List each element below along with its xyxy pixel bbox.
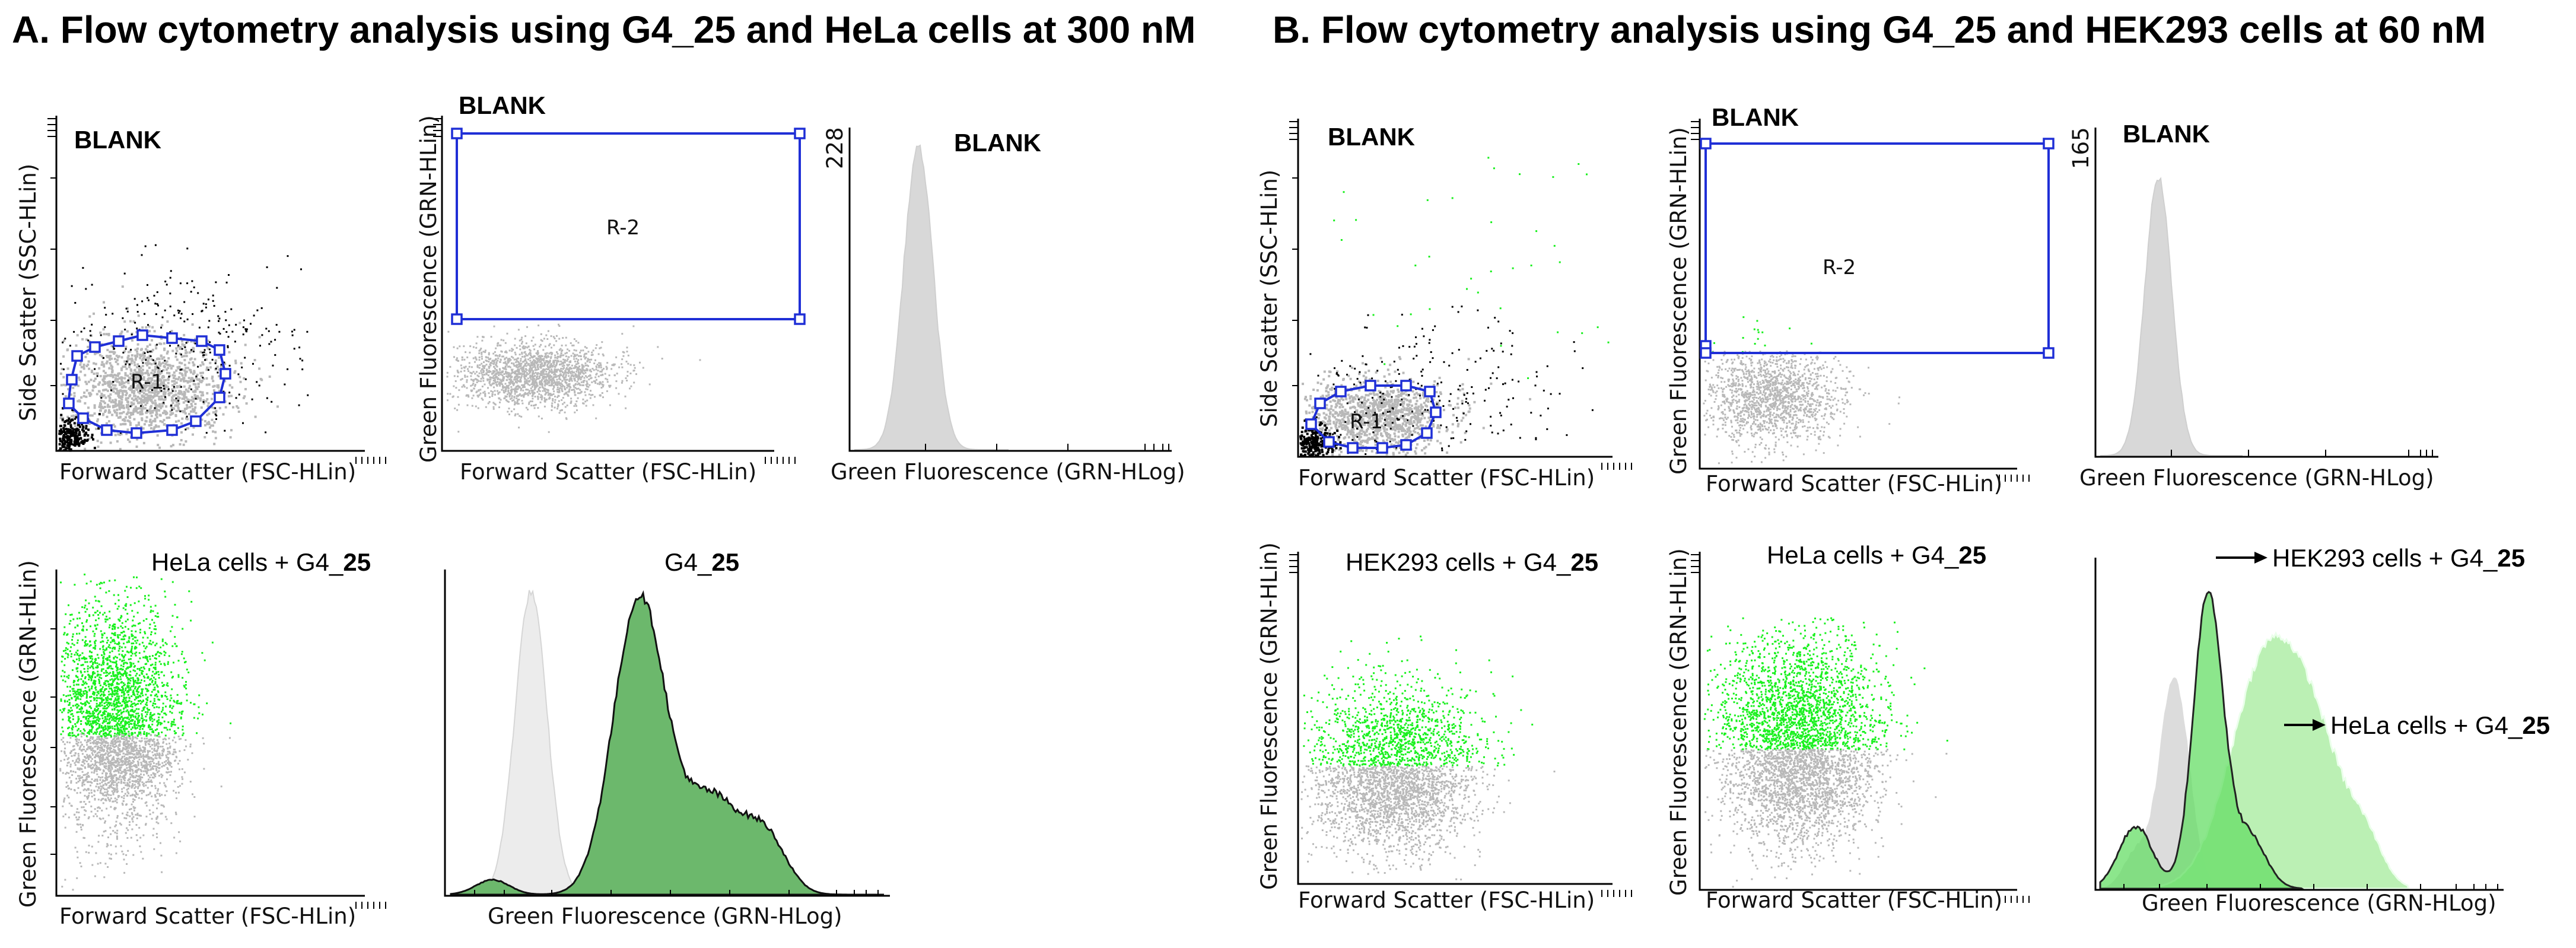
b4-sample-label: HEK293 cells + G4_25 (1346, 548, 1598, 576)
b1-blank-label: BLANK (1328, 123, 1415, 151)
b1-ticks (1289, 122, 1632, 470)
a4-sample-label: HeLa cells + G4_25 (151, 548, 371, 576)
a5-compound-label: G4_25 (664, 548, 739, 576)
a2-blank-label: BLANK (459, 91, 546, 119)
a2-x-label: Forward Scatter (FSC-HLin) (460, 459, 756, 485)
b2-axes (1700, 119, 2017, 469)
b6-hela-label: HeLa cells + G4_25 (2330, 711, 2550, 739)
a5-blank-histogram (469, 590, 599, 895)
a2-ticks (433, 119, 795, 464)
a4-event-dots (59, 574, 231, 890)
a3-hist-max: 228 (822, 127, 848, 169)
b2-region-label: R-2 (1823, 256, 1856, 279)
a1-blank-label: BLANK (74, 126, 161, 154)
b2-x-label: Forward Scatter (FSC-HLin) (1706, 471, 2002, 497)
b2-gate-handles (1701, 139, 2053, 358)
a2-region-label: R-2 (606, 216, 640, 240)
a4-y-label: Green Fluorescence (GRN-HLin) (15, 560, 41, 908)
b2-event-dots (1703, 316, 1900, 464)
b3-x-label: Green Fluorescence (GRN-HLog) (2079, 465, 2434, 491)
b-hek293-scatter-plot: HEK293 cells + G4_25 Forward Scatter (FS… (1257, 542, 1632, 913)
b4-axes (1298, 552, 1613, 884)
b5-x-label: Forward Scatter (FSC-HLin) (1706, 887, 2002, 913)
a2-y-label: Green Fluorescence (GRN-HLin) (416, 115, 441, 463)
a-blank-histogram: 228 BLANK Green Fluorescence (GRN-HLog) (822, 127, 1185, 485)
b1-x-label: Forward Scatter (FSC-HLin) (1298, 465, 1595, 491)
a1-x-label: Forward Scatter (FSC-HLin) (59, 459, 356, 485)
a-blank-grn-fsc-plot: BLANK R-2 Forward Scatter (FSC-HLin) Gre… (416, 91, 804, 485)
b6-x-label: Green Fluorescence (GRN-HLog) (2142, 890, 2497, 916)
b6-hek293-label: HEK293 cells + G4_25 (2272, 544, 2525, 572)
b5-sample-label: HeLa cells + G4_25 (1767, 541, 1986, 569)
b-overlay-histogram: HEK293 cells + G4_25 HeLa cells + G4_25 … (2095, 544, 2550, 916)
b4-y-label: Green Fluorescence (GRN-HLin) (1257, 542, 1282, 890)
a4-axes (56, 570, 365, 896)
b1-axes (1298, 119, 1613, 457)
b-hela-scatter-plot: HeLa cells + G4_25 Forward Scatter (FSC-… (1666, 541, 2029, 913)
b-blank-grn-fsc-plot: BLANK R-2 Forward Scatter (FSC-HLin) Gre… (1666, 103, 2053, 497)
b2-blank-label: BLANK (1712, 103, 1799, 131)
b5-axes (1700, 552, 2017, 890)
b3-hist-max: 165 (2068, 127, 2094, 169)
a-hela-scatter-plot: HeLa cells + G4_25 Forward Scatter (FSC-… (15, 548, 386, 929)
b2-ticks (1691, 122, 2029, 482)
b3-histogram-fill (2100, 179, 2243, 456)
b1-region-label: R-1 (1350, 410, 1383, 434)
a-overlay-histogram: G4_25 Green Fluorescence (GRN-HLog) (445, 548, 890, 929)
a1-y-label: Side Scatter (SSC-HLin) (15, 164, 41, 421)
a5-x-label: Green Fluorescence (GRN-HLog) (488, 904, 842, 929)
b6-hek293-arrow (2216, 552, 2267, 564)
b2-y-label: Green Fluorescence (GRN-HLin) (1666, 127, 1691, 475)
b3-blank-label: BLANK (2123, 120, 2210, 148)
b5-event-dots (1704, 618, 1948, 888)
b1-y-label: Side Scatter (SSC-HLin) (1257, 170, 1282, 427)
a3-x-label: Green Fluorescence (GRN-HLog) (831, 459, 1185, 485)
a1-region-label: R-1 (131, 370, 164, 394)
b-blank-histogram: 165 BLANK Green Fluorescence (GRN-HLog) (2068, 120, 2438, 491)
b-blank-ssc-fsc-plot: BLANK R-1 Forward Scatter (FSC-HLin) Sid… (1257, 119, 1632, 491)
panel-b-title: B. Flow cytometry analysis using G4_25 a… (1273, 8, 2486, 51)
a2-event-dots (447, 324, 701, 433)
a2-axes (442, 116, 774, 451)
a4-x-label: Forward Scatter (FSC-HLin) (59, 904, 356, 929)
b1-event-dots (1299, 157, 1609, 457)
b5-y-label: Green Fluorescence (GRN-HLin) (1666, 548, 1691, 896)
a3-histogram-fill (854, 145, 1009, 450)
b4-x-label: Forward Scatter (FSC-HLin) (1298, 887, 1595, 913)
panel-a-title: A. Flow cytometry analysis using G4_25 a… (12, 8, 1195, 51)
a-blank-ssc-fsc-plot: BLANK R-1 Forward Scatter (FSC-HLin) Sid… (15, 116, 386, 485)
a3-blank-label: BLANK (954, 129, 1041, 157)
b4-event-dots (1301, 635, 1556, 880)
